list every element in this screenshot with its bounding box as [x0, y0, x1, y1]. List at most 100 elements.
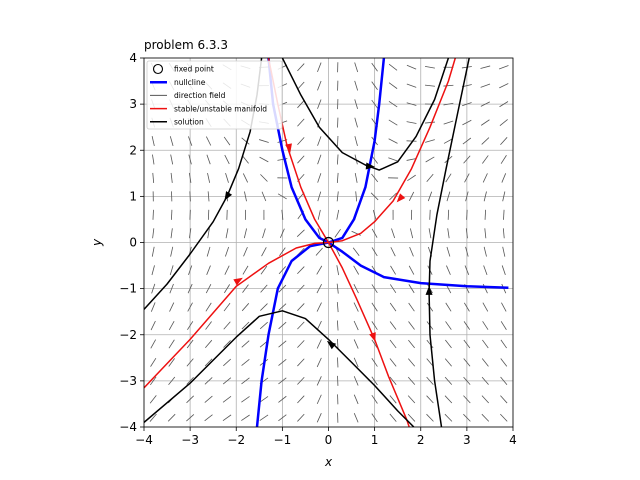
- field-segment: [388, 138, 398, 144]
- solution-arrow: [326, 340, 337, 350]
- field-segment: [169, 265, 174, 276]
- x-tick-label: 0: [325, 433, 333, 447]
- field-segment: [297, 81, 305, 90]
- field-segment: [484, 228, 487, 239]
- field-segment: [371, 413, 378, 423]
- field-segment: [354, 80, 359, 91]
- field-segment: [388, 100, 398, 108]
- field-segment: [223, 321, 231, 330]
- x-tick-label: 2: [417, 433, 425, 447]
- field-segment: [482, 155, 489, 164]
- field-segment: [352, 247, 360, 256]
- field-segment: [241, 377, 250, 385]
- field-segment: [443, 120, 454, 125]
- field-segment: [241, 358, 250, 366]
- field-segment: [205, 136, 212, 146]
- field-segment: [499, 101, 509, 108]
- field-segment: [297, 395, 305, 404]
- field-segment: [150, 357, 157, 367]
- field-segment: [389, 302, 397, 312]
- field-segment: [443, 102, 454, 106]
- x-axis-label: x: [324, 455, 333, 469]
- field-segment: [462, 137, 472, 145]
- field-segment: [353, 302, 359, 312]
- field-segment: [463, 339, 471, 349]
- field-segment: [188, 172, 192, 183]
- manifold-arrow: [233, 277, 243, 286]
- field-segment: [463, 395, 471, 404]
- field-segment: [224, 265, 230, 275]
- field-segment: [207, 172, 211, 183]
- field-segment: [444, 376, 453, 385]
- field-segment: [297, 137, 305, 145]
- field-segment: [388, 63, 398, 71]
- y-tick-label: 2: [129, 143, 137, 157]
- field-segment: [428, 228, 432, 239]
- field-segment: [151, 283, 156, 294]
- field-segment: [483, 246, 487, 257]
- field-segment: [316, 284, 322, 294]
- field-segment: [407, 174, 416, 182]
- field-segment: [297, 155, 305, 164]
- field-segment: [259, 156, 269, 163]
- field-segment: [316, 265, 323, 275]
- field-segment: [316, 339, 322, 349]
- field-segment: [465, 246, 469, 257]
- field-segment: [483, 191, 487, 202]
- field-segment: [465, 191, 469, 202]
- field-segment: [167, 413, 176, 422]
- field-segment: [355, 191, 358, 202]
- field-segment: [389, 284, 397, 294]
- field-segment: [186, 358, 194, 367]
- legend-label: solution: [174, 118, 204, 127]
- field-segment: [222, 377, 232, 385]
- field-segment: [241, 396, 250, 403]
- field-segment: [316, 320, 322, 331]
- field-segment: [260, 174, 268, 182]
- field-segment: [426, 413, 434, 422]
- field-segment: [204, 395, 213, 403]
- field-segment: [150, 302, 156, 312]
- solution-curve-7: [144, 310, 415, 427]
- field-segment: [443, 84, 454, 87]
- field-segment: [425, 156, 435, 163]
- field-segment: [462, 119, 472, 126]
- field-segment: [353, 394, 359, 405]
- field-segment: [150, 339, 157, 349]
- field-segment: [241, 321, 250, 330]
- field-segment: [278, 377, 287, 385]
- field-segment: [390, 247, 396, 257]
- field-segment: [168, 358, 175, 367]
- field-segment: [241, 414, 250, 421]
- field-segment: [170, 228, 173, 239]
- field-segment: [151, 265, 155, 276]
- field-segment: [297, 284, 305, 293]
- field-segment: [337, 320, 339, 331]
- field-segment: [500, 339, 507, 349]
- x-tick-label: 1: [371, 433, 379, 447]
- field-segment: [483, 265, 488, 276]
- x-tick-label: −3: [181, 433, 199, 447]
- field-segment: [371, 339, 378, 349]
- field-segment: [168, 339, 175, 349]
- field-segment: [262, 228, 266, 239]
- field-segment: [207, 191, 210, 202]
- y-tick-label: −4: [119, 420, 137, 434]
- field-segment: [186, 339, 194, 349]
- field-segment: [279, 228, 285, 239]
- field-segment: [297, 118, 305, 127]
- field-segment: [371, 247, 378, 257]
- field-segment: [371, 228, 378, 238]
- field-segment: [259, 414, 269, 421]
- legend-label: direction field: [174, 91, 226, 100]
- field-segment: [388, 82, 398, 89]
- field-segment: [297, 340, 305, 348]
- field-segment: [389, 339, 397, 349]
- field-segment: [444, 358, 452, 367]
- field-segment: [169, 136, 174, 146]
- field-segment: [482, 321, 489, 330]
- field-segment: [353, 413, 359, 423]
- field-segment: [168, 320, 175, 331]
- field-segment: [408, 339, 415, 349]
- field-segment: [204, 377, 213, 385]
